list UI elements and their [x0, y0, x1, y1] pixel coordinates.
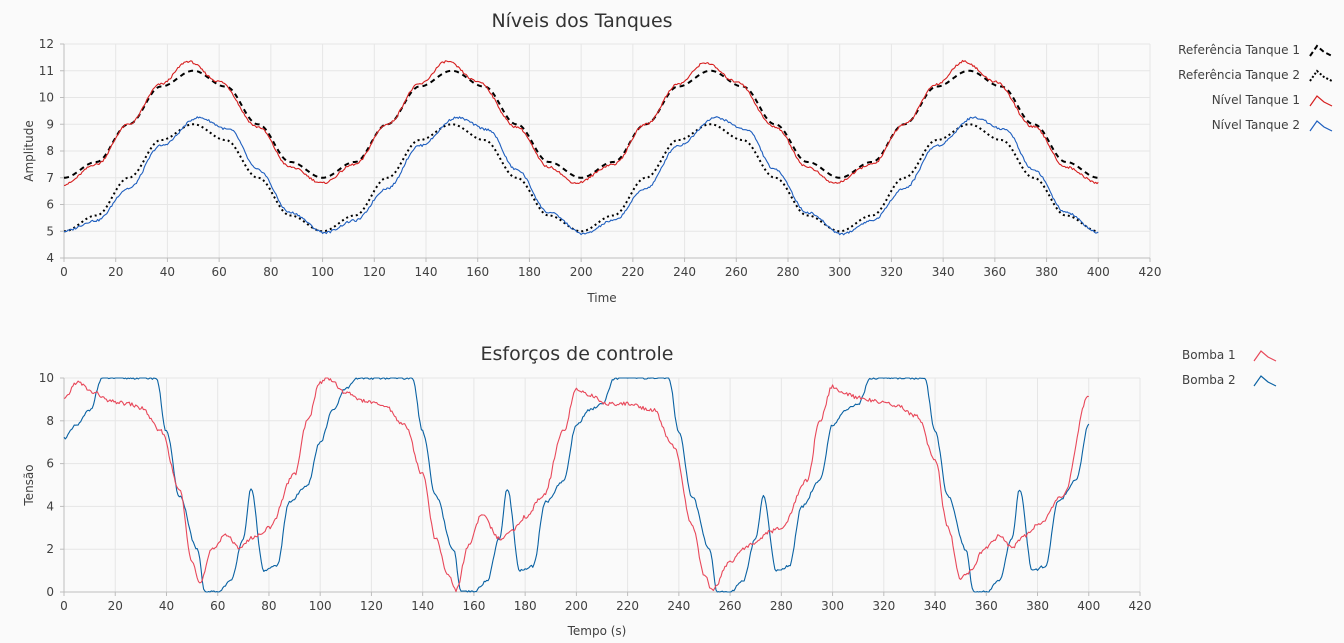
levels-ytick-label: 6: [46, 198, 54, 212]
control-xtick-label: 60: [210, 599, 225, 613]
levels-xtick-label: 260: [725, 265, 748, 279]
control-xtick-label: 400: [1077, 599, 1100, 613]
levels-xtick-label: 80: [263, 265, 278, 279]
control-chart-title: Esforços de controle: [481, 343, 674, 365]
levels-legend-label: Referência Tanque 2: [1178, 68, 1300, 82]
levels-series-4-line: [63, 116, 1099, 236]
control-series-1-line: [63, 377, 1089, 593]
levels-legend-label: Nível Tanque 2: [1212, 118, 1300, 132]
levels-y-axis-label: Amplitude: [22, 120, 36, 182]
control-ytick-label: 6: [46, 457, 54, 471]
control-xtick-label: 120: [360, 599, 383, 613]
levels-xtick-label: 60: [212, 265, 227, 279]
levels-xtick-label: 280: [777, 265, 800, 279]
control-xtick-label: 280: [770, 599, 793, 613]
control-legend-swatch[interactable]: [1253, 375, 1277, 387]
control-ytick-label: 2: [46, 542, 54, 556]
control-xtick-label: 340: [924, 599, 947, 613]
levels-series-3-line: [63, 59, 1099, 186]
control-xtick-label: 220: [616, 599, 639, 613]
levels-ytick-label: 7: [46, 171, 54, 185]
control-ytick-label: 8: [46, 414, 54, 428]
levels-xtick-label: 300: [828, 265, 851, 279]
levels-ytick-label: 5: [46, 224, 54, 238]
levels-xtick-label: 200: [570, 265, 593, 279]
levels-xtick-label: 160: [466, 265, 489, 279]
control-legend-label: Bomba 1: [1182, 348, 1236, 362]
control-xtick-label: 80: [261, 599, 276, 613]
control-xtick-label: 100: [309, 599, 332, 613]
control-xtick-label: 0: [60, 599, 68, 613]
levels-legend-swatch[interactable]: [1309, 69, 1333, 82]
levels-xtick-label: 180: [518, 265, 541, 279]
control-legend-swatch[interactable]: [1253, 350, 1277, 362]
levels-xtick-label: 420: [1139, 265, 1162, 279]
control-xtick-label: 360: [975, 599, 998, 613]
control-xtick-label: 380: [1026, 599, 1049, 613]
levels-ytick-label: 8: [46, 144, 54, 158]
control-xtick-label: 180: [514, 599, 537, 613]
control-ytick-label: 4: [46, 499, 54, 513]
levels-chart-title: Níveis dos Tanques: [491, 10, 672, 32]
control-xtick-label: 40: [159, 599, 174, 613]
control-xtick-label: 20: [108, 599, 123, 613]
levels-xtick-label: 40: [160, 265, 175, 279]
control-ytick-label: 0: [46, 585, 54, 599]
levels-xtick-label: 220: [621, 265, 644, 279]
levels-xtick-label: 240: [673, 265, 696, 279]
levels-xtick-label: 320: [880, 265, 903, 279]
levels-xtick-label: 100: [311, 265, 334, 279]
levels-ytick-label: 12: [39, 37, 54, 51]
levels-xtick-label: 380: [1035, 265, 1058, 279]
control-ytick-label: 10: [39, 371, 54, 385]
control-xtick-label: 160: [462, 599, 485, 613]
levels-xtick-label: 120: [363, 265, 386, 279]
levels-legend-swatch[interactable]: [1309, 44, 1333, 57]
levels-ytick-label: 10: [39, 91, 54, 105]
control-xtick-label: 260: [719, 599, 742, 613]
levels-xtick-label: 20: [108, 265, 123, 279]
levels-ytick-label: 9: [46, 117, 54, 131]
control-series-2-line: [63, 377, 1090, 593]
control-y-axis-label: Tensão: [22, 464, 36, 506]
control-xtick-label: 140: [411, 599, 434, 613]
levels-xtick-label: 360: [983, 265, 1006, 279]
levels-legend-swatch[interactable]: [1309, 120, 1333, 132]
control-x-axis-label: Tempo (s): [567, 624, 627, 638]
levels-x-axis-label: Time: [586, 291, 616, 305]
levels-legend-swatch[interactable]: [1309, 95, 1333, 107]
control-legend-label: Bomba 2: [1182, 373, 1236, 387]
control-xtick-label: 420: [1129, 599, 1152, 613]
levels-ytick-label: 4: [46, 251, 54, 265]
control-xtick-label: 240: [667, 599, 690, 613]
levels-legend-label: Referência Tanque 1: [1178, 43, 1300, 57]
control-xtick-label: 300: [821, 599, 844, 613]
control-xtick-label: 320: [872, 599, 895, 613]
levels-xtick-label: 140: [415, 265, 438, 279]
levels-legend-label: Nível Tanque 1: [1212, 93, 1300, 107]
levels-ytick-label: 11: [39, 64, 54, 78]
levels-xtick-label: 340: [932, 265, 955, 279]
control-xtick-label: 200: [565, 599, 588, 613]
levels-xtick-label: 400: [1087, 265, 1110, 279]
levels-series-1-line: [63, 69, 1099, 179]
levels-xtick-label: 0: [60, 265, 68, 279]
